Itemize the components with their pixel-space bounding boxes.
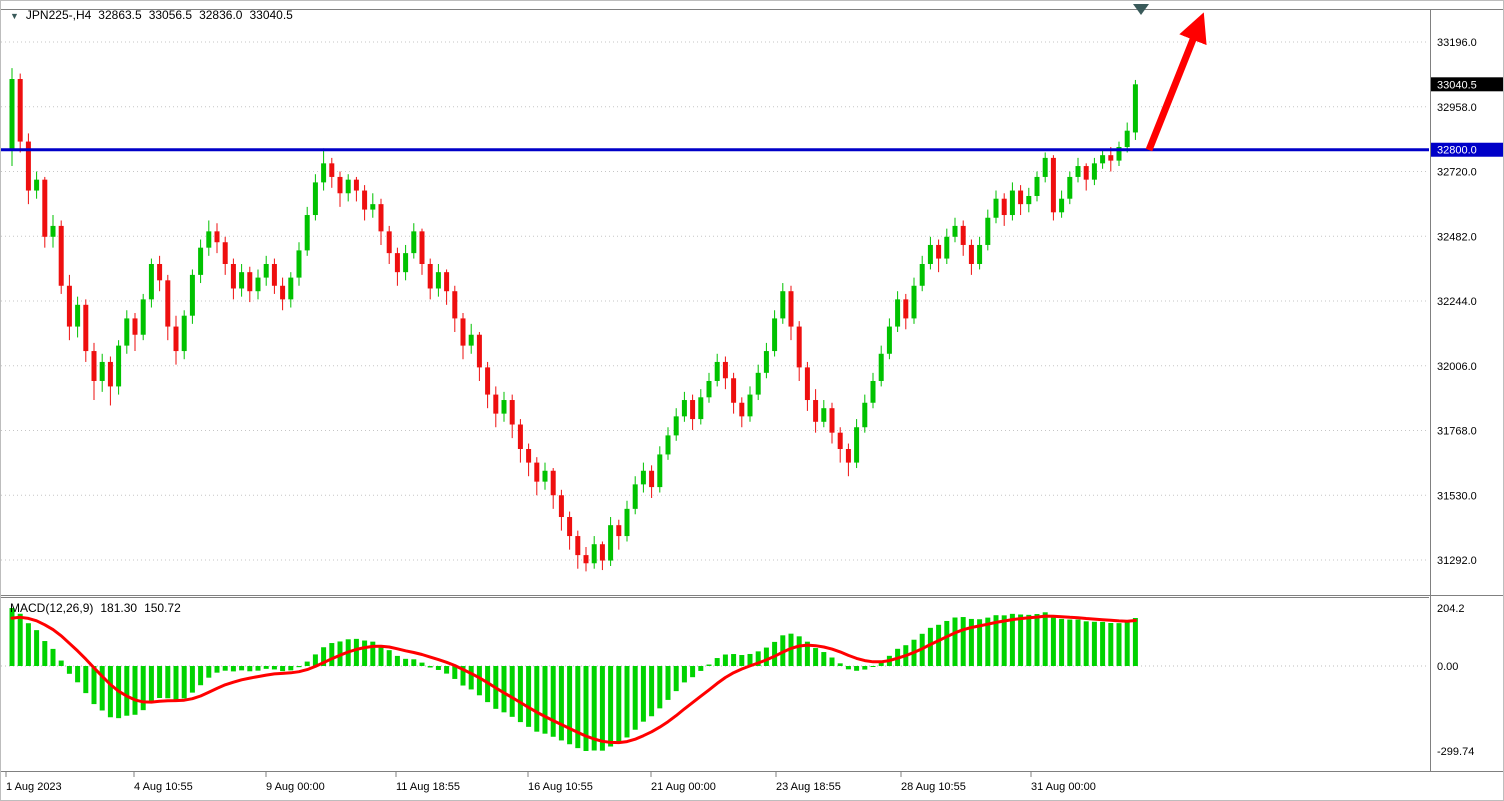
price-tick-label: 32006.0 [1437, 361, 1477, 373]
macd-indicator-header: MACD(12,26,9) 181.30 150.72 [10, 601, 181, 615]
macd-tick-label: 204.2 [1437, 603, 1465, 615]
time-tick-label: 16 Aug 10:55 [528, 781, 593, 793]
panel-frame [1, 9, 1503, 772]
price-tick-label: 31530.0 [1437, 490, 1477, 502]
macd-histogram [9, 608, 1138, 751]
high-value: 33056.5 [148, 8, 193, 22]
svg-text:32800.0: 32800.0 [1437, 145, 1477, 157]
symbol-ohlc-header: ▼ JPN225-,H4 32863.5 33056.5 32836.0 33040.5 [10, 8, 293, 22]
current-price-tag: 33040.5 [1431, 77, 1503, 92]
macd-main-value: 181.30 [100, 601, 138, 615]
time-tick-label: 21 Aug 00:00 [651, 781, 716, 793]
symbol-period-label: JPN225-,H4 [25, 8, 92, 22]
time-tick-label: 1 Aug 2023 [6, 781, 62, 793]
candlestick-series [9, 68, 1138, 572]
macd-signal-value: 150.72 [144, 601, 181, 615]
trend-arrow[interactable] [1145, 12, 1207, 152]
price-tick-label: 33196.0 [1437, 37, 1477, 49]
macd-scale[interactable]: 204.2 0.00 -299.74 [1437, 603, 1474, 758]
low-value: 32836.0 [199, 8, 243, 22]
hline-price-tag: 32800.0 [1431, 142, 1503, 157]
price-tick-label: 31768.0 [1437, 426, 1477, 438]
price-tick-label: 32482.0 [1437, 231, 1477, 243]
time-scale[interactable]: 1 Aug 2023 4 Aug 10:55 9 Aug 00:00 11 Aug 1… [5, 772, 1096, 793]
time-tick-label: 11 Aug 18:55 [396, 781, 460, 793]
time-tick-label: 23 Aug 18:55 [776, 781, 841, 793]
price-tick-label: 32244.0 [1437, 296, 1477, 308]
macd-indicator-label: MACD(12,26,9) [10, 601, 94, 615]
close-value: 33040.5 [249, 8, 293, 22]
price-tick-label: 31292.0 [1437, 555, 1477, 567]
object-anchor-icon [1133, 4, 1149, 15]
macd-tick-label: 0.00 [1437, 661, 1458, 673]
macd-tick-label: -299.74 [1437, 746, 1474, 758]
time-tick-label: 9 Aug 00:00 [266, 781, 325, 793]
price-scale[interactable]: 33196.0 32958.0 32720.0 32482.0 32244.0 32006… [1437, 37, 1477, 567]
symbol-marker-icon[interactable]: ▼ [10, 11, 19, 21]
price-gridlines [1, 41, 1429, 561]
price-tick-label: 32958.0 [1437, 102, 1477, 114]
time-tick-label: 31 Aug 00:00 [1031, 781, 1096, 793]
price-tick-label: 32720.0 [1437, 167, 1477, 179]
time-tick-label: 4 Aug 10:55 [134, 781, 193, 793]
time-tick-label: 28 Aug 10:55 [901, 781, 966, 793]
macd-signal-line [10, 614, 1137, 745]
open-value: 32863.5 [98, 8, 142, 22]
svg-text:33040.5: 33040.5 [1437, 79, 1477, 91]
